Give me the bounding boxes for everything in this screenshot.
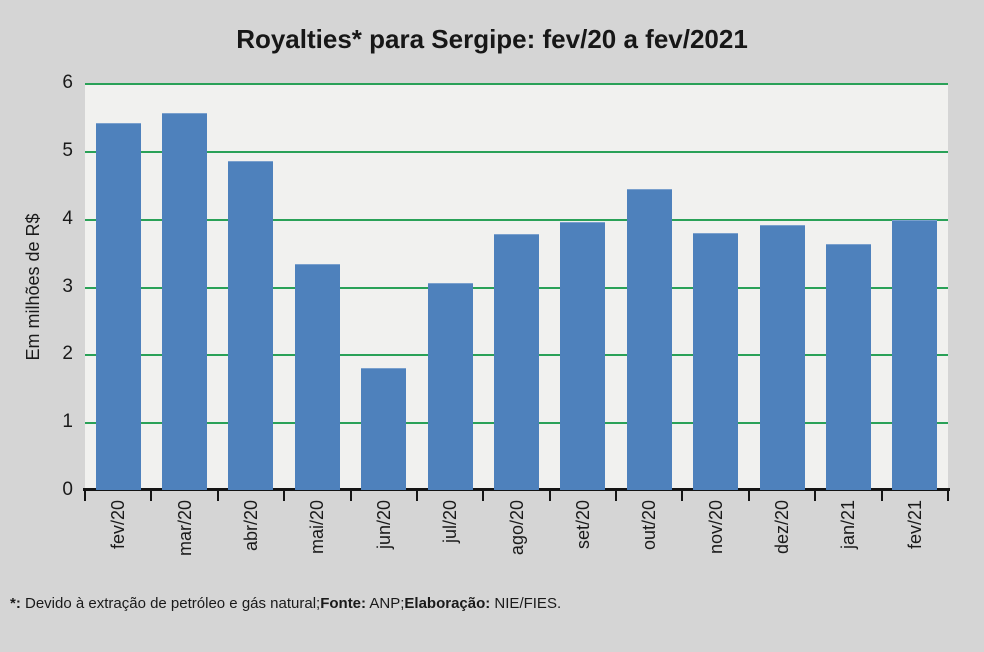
footnote-segment: Elaboração: (404, 595, 491, 612)
x-label-set/20: set/20 (572, 500, 593, 550)
x-label-out/20: out/20 (639, 500, 660, 551)
footnote-segment: NIE/FIES. (490, 595, 562, 612)
x-axis-tick (947, 488, 949, 501)
bar-out/20 (626, 189, 672, 490)
x-axis-tick (415, 488, 418, 501)
bar-jan/21 (825, 244, 871, 490)
footnote-segment: Fonte: (320, 595, 367, 612)
y-tick-label-2: 2 (62, 343, 73, 365)
x-label-jan/21: jan/21 (838, 500, 859, 550)
bar-set/20 (560, 222, 606, 490)
x-label-fev/21: fev/21 (904, 500, 925, 550)
bar-fev/20 (95, 123, 141, 490)
x-label-jul/20: jul/20 (440, 500, 461, 544)
gridline-4 (85, 218, 948, 221)
bar-nov/20 (693, 232, 739, 490)
chart-title: Royalties* para Sergipe: fev/20 a fev/20… (236, 24, 748, 54)
x-axis-tick (681, 488, 684, 501)
x-label-mar/20: mar/20 (174, 500, 195, 557)
x-axis-tick (84, 488, 86, 501)
bar-ago/20 (494, 233, 539, 490)
y-tick-label-4: 4 (62, 207, 73, 229)
x-axis-tick (349, 488, 352, 501)
x-label-fev/20: fev/20 (108, 500, 129, 550)
bar-dez/20 (759, 225, 805, 490)
y-tick-label-1: 1 (62, 411, 73, 433)
bar-fev/21 (892, 220, 938, 490)
y-tick-label-3: 3 (62, 275, 73, 297)
bar-mar/20 (162, 113, 208, 490)
gridline-6 (85, 83, 948, 85)
x-axis-tick (216, 488, 219, 501)
bar-jul/20 (427, 283, 473, 490)
x-label-nov/20: nov/20 (705, 500, 726, 555)
x-label-dez/20: dez/20 (772, 500, 793, 555)
y-tick-label-6: 6 (62, 72, 73, 93)
x-label-ago/20: ago/20 (506, 500, 527, 556)
x-axis-tick (150, 488, 153, 501)
x-axis-tick (880, 488, 883, 501)
x-axis-tick (814, 488, 817, 501)
bar-abr/20 (228, 161, 274, 490)
plot-area (85, 83, 948, 490)
bar-mai/20 (294, 264, 340, 490)
footnote: *: Devido à extração de petróleo e gás n… (10, 595, 561, 612)
y-tick-label-0: 0 (62, 479, 73, 500)
footnote-segment: Devido à extração de petróleo e gás natu… (20, 595, 321, 612)
bar-jun/20 (361, 368, 407, 490)
footnote-segment: ANP; (366, 595, 405, 612)
x-axis-tick (615, 488, 618, 501)
footnote-segment: *: (10, 595, 21, 612)
x-axis-tick (283, 488, 286, 501)
y-tick-label-5: 5 (62, 139, 73, 161)
x-axis-tick (548, 488, 551, 501)
x-axis-tick (747, 488, 750, 501)
x-label-jun/20: jun/20 (373, 500, 394, 550)
x-label-abr/20: abr/20 (240, 500, 261, 552)
x-label-mai/20: mai/20 (307, 500, 328, 555)
x-axis-tick (482, 488, 485, 501)
gridline-5 (85, 150, 948, 153)
